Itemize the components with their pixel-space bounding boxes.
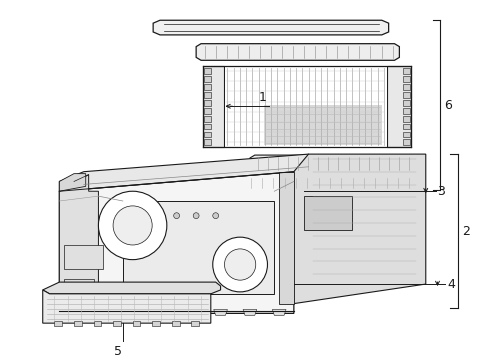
Polygon shape (153, 20, 389, 35)
Polygon shape (196, 44, 399, 60)
Polygon shape (264, 105, 382, 145)
Text: 5: 5 (114, 345, 122, 357)
Bar (74, 321, 82, 326)
Polygon shape (214, 310, 227, 315)
Polygon shape (59, 172, 294, 313)
Polygon shape (59, 154, 309, 191)
Polygon shape (59, 175, 98, 313)
Polygon shape (204, 92, 211, 98)
Polygon shape (403, 76, 410, 82)
Text: 3: 3 (438, 185, 445, 198)
Bar (64, 279, 94, 297)
Bar (191, 321, 199, 326)
Polygon shape (204, 108, 211, 114)
Polygon shape (403, 100, 410, 106)
Polygon shape (204, 116, 211, 122)
Bar (133, 321, 141, 326)
Bar (304, 196, 352, 230)
Polygon shape (43, 282, 220, 294)
Bar (94, 321, 101, 326)
Polygon shape (43, 290, 211, 323)
Polygon shape (272, 310, 286, 315)
Polygon shape (403, 92, 410, 98)
Polygon shape (387, 66, 411, 147)
Bar (152, 321, 160, 326)
Polygon shape (403, 123, 410, 130)
Polygon shape (97, 310, 110, 315)
Text: 2: 2 (462, 225, 470, 238)
Polygon shape (204, 139, 211, 145)
Polygon shape (204, 68, 211, 74)
Polygon shape (403, 84, 410, 90)
Polygon shape (204, 123, 211, 130)
Polygon shape (203, 66, 224, 147)
Bar (123, 201, 274, 294)
Polygon shape (204, 131, 211, 138)
Polygon shape (67, 310, 81, 315)
Bar (54, 321, 62, 326)
Polygon shape (59, 174, 86, 191)
Circle shape (193, 213, 199, 219)
Text: 1: 1 (259, 91, 267, 104)
Circle shape (213, 237, 268, 292)
Polygon shape (403, 116, 410, 122)
Polygon shape (403, 68, 410, 74)
Bar (113, 321, 121, 326)
Polygon shape (250, 155, 416, 172)
Circle shape (98, 191, 167, 260)
Polygon shape (243, 310, 257, 315)
Polygon shape (279, 172, 294, 303)
Circle shape (213, 213, 219, 219)
Bar (64, 245, 103, 269)
Circle shape (173, 213, 179, 219)
Polygon shape (204, 84, 211, 90)
Circle shape (224, 249, 256, 280)
Polygon shape (126, 310, 140, 315)
Polygon shape (403, 108, 410, 114)
Polygon shape (155, 310, 169, 315)
Polygon shape (403, 139, 410, 145)
Polygon shape (204, 100, 211, 106)
Polygon shape (184, 310, 198, 315)
Polygon shape (204, 76, 211, 82)
Circle shape (113, 206, 152, 245)
Bar (172, 321, 179, 326)
Text: 6: 6 (444, 99, 452, 112)
Text: 4: 4 (447, 278, 455, 291)
Bar (224, 66, 387, 147)
Polygon shape (243, 176, 416, 190)
Polygon shape (294, 154, 426, 303)
Polygon shape (403, 131, 410, 138)
